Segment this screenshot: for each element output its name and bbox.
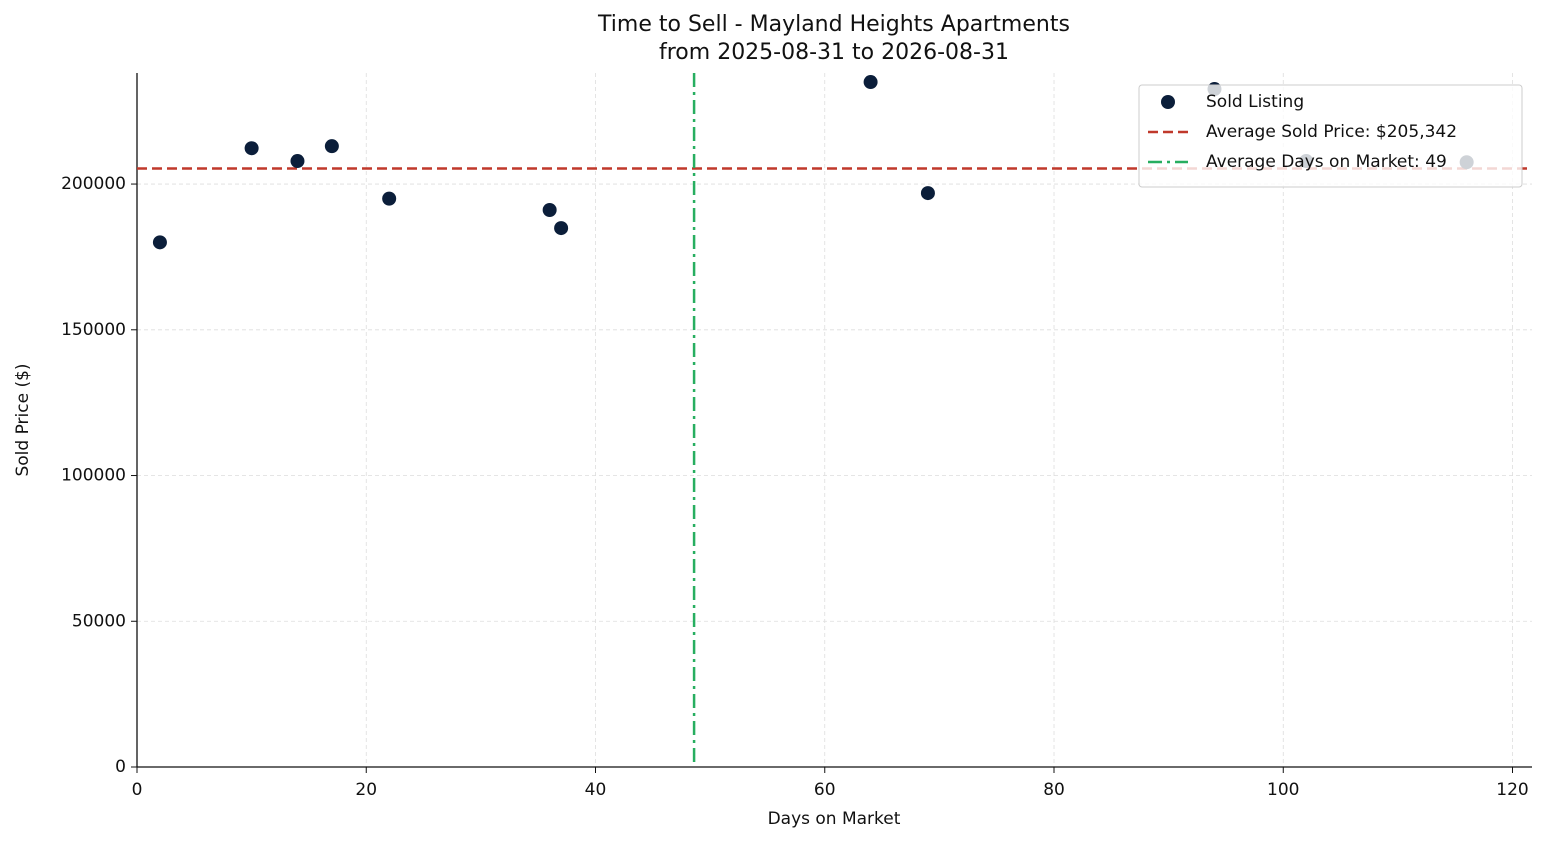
point [554, 221, 569, 236]
y-tick-label: 150000 [61, 320, 126, 340]
legend-marker [1161, 95, 1175, 109]
point [152, 235, 167, 250]
point [920, 186, 935, 201]
x-tick-label: 0 [132, 780, 143, 800]
y-tick-label: 0 [115, 757, 126, 777]
point [290, 154, 305, 169]
legend-label: Average Sold Price: $205,342 [1206, 122, 1457, 142]
point [542, 202, 557, 217]
legend-label: Average Days on Market: 49 [1206, 152, 1447, 172]
point [863, 75, 878, 90]
point [382, 191, 397, 206]
legend-box [1138, 84, 1523, 188]
y-tick-label: 100000 [61, 466, 126, 486]
x-tick-label: 60 [814, 780, 836, 800]
x-tick-label: 80 [1043, 780, 1065, 800]
x-tick-label: 100 [1267, 780, 1299, 800]
y-tick-label: 200000 [61, 174, 126, 194]
x-tick-label: 20 [355, 780, 377, 800]
chart-title: Time to Sell - Mayland Heights Apartment… [597, 12, 1070, 37]
y-axis-label: Sold Price ($) [13, 363, 33, 476]
x-tick-label: 40 [585, 780, 607, 800]
x-axis-label: Days on Market [768, 809, 901, 829]
point [244, 141, 259, 156]
legend-label: Sold Listing [1206, 92, 1304, 112]
point [324, 139, 339, 154]
y-tick-label: 50000 [72, 611, 126, 631]
chart-subtitle: from 2025-08-31 to 2026-08-31 [659, 40, 1009, 65]
x-tick-label: 120 [1496, 780, 1528, 800]
